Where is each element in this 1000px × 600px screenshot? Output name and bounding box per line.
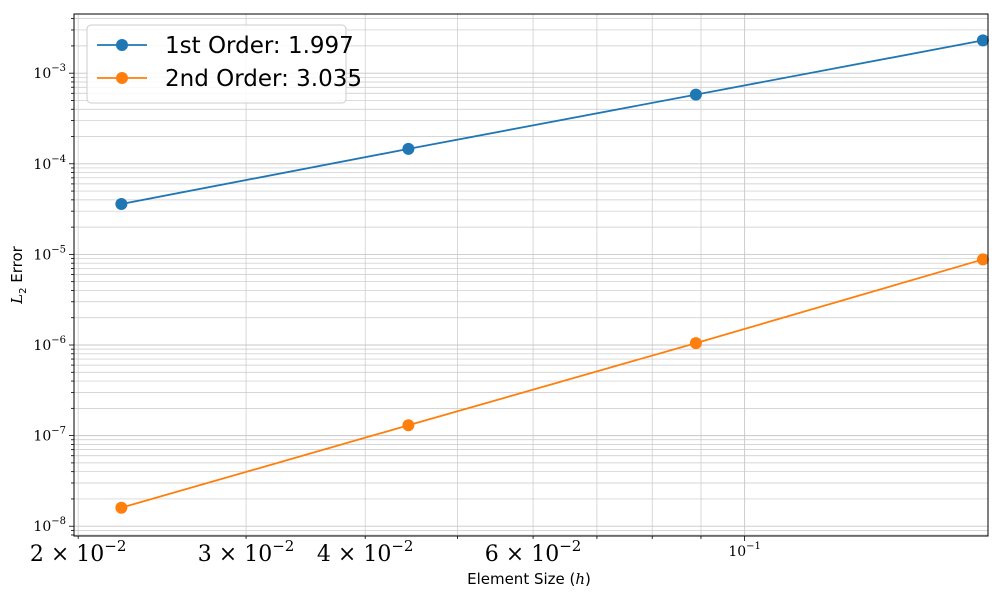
legend-item: 2nd Order: 3.035 xyxy=(97,66,362,92)
data-point xyxy=(402,142,415,155)
series-line xyxy=(121,258,984,509)
data-point xyxy=(976,34,989,47)
y-axis-label: L2 Error xyxy=(8,245,29,305)
series-1 xyxy=(115,34,989,210)
y-tick-label: 10−4 xyxy=(33,154,66,173)
data-point xyxy=(689,337,702,350)
data-series xyxy=(115,34,989,514)
legend-marker xyxy=(116,39,128,51)
data-point xyxy=(689,88,702,101)
data-point xyxy=(976,253,989,266)
x-tick-label: 6 × 10−2 xyxy=(485,537,582,567)
legend-label: 1st Order: 1.997 xyxy=(165,33,354,59)
legend: 1st Order: 1.997 2nd Order: 3.035 xyxy=(86,24,362,104)
y-tick-label: 10−5 xyxy=(33,244,66,263)
series-2 xyxy=(115,253,989,514)
y-tick-label: 10−6 xyxy=(33,335,66,354)
plot-frame xyxy=(73,13,989,537)
y-tick-label: 10−8 xyxy=(33,516,66,535)
axis-ticks: 10−8 10−7 10−6 10−5 10−4 10−3 2 × 10−2 3 × 10−2… xyxy=(30,18,761,567)
legend-item: 1st Order: 1.997 xyxy=(97,33,354,59)
y-tick-label: 10−7 xyxy=(33,426,66,445)
legend-box xyxy=(86,24,347,104)
x-tick-label: 4 × 10−2 xyxy=(317,537,414,567)
x-tick-label: 2 × 10−2 xyxy=(30,537,127,567)
data-point xyxy=(115,197,128,210)
x-tick-label: 10−1 xyxy=(728,541,761,560)
legend-marker xyxy=(116,72,128,84)
data-point xyxy=(402,419,415,432)
series-line xyxy=(121,39,984,205)
x-tick-label: 3 × 10−2 xyxy=(198,537,295,567)
legend-label: 2nd Order: 3.035 xyxy=(165,66,362,92)
data-point xyxy=(115,501,128,514)
grid-lines xyxy=(74,14,988,536)
axis-labels: Element Size (h) L2 Error xyxy=(8,245,591,588)
x-axis-label: Element Size (h) xyxy=(467,570,591,588)
y-tick-label: 10−3 xyxy=(33,63,66,82)
